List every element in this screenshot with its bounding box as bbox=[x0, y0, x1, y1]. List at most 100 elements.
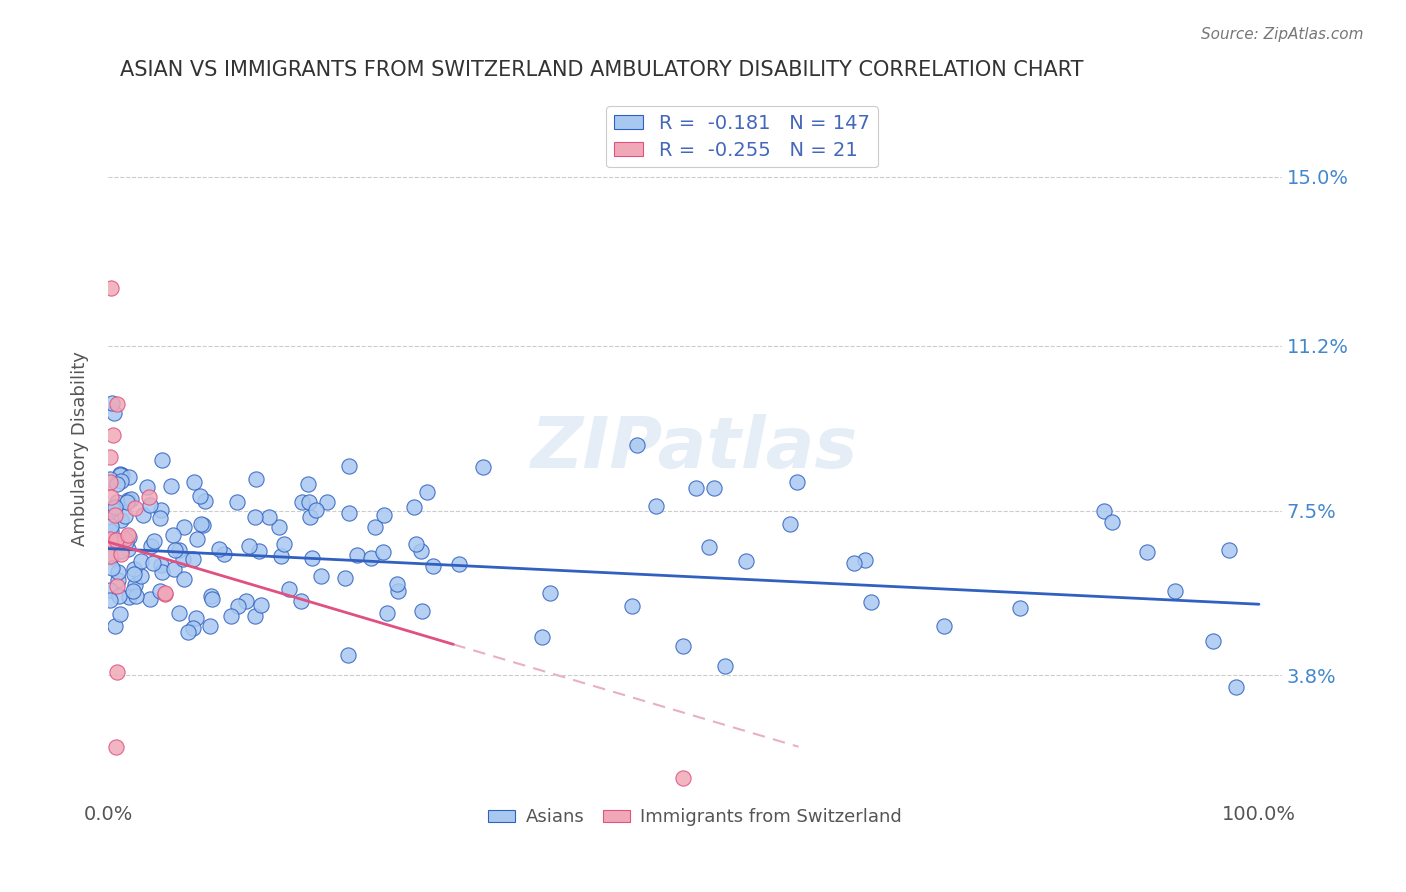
Point bbox=[114, 533, 136, 547]
Point bbox=[101, 395, 124, 409]
Point bbox=[238, 539, 260, 553]
Text: ASIAN VS IMMIGRANTS FROM SWITZERLAND AMBULATORY DISABILITY CORRELATION CHART: ASIAN VS IMMIGRANTS FROM SWITZERLAND AMB… bbox=[120, 60, 1083, 79]
Point bbox=[685, 481, 707, 495]
Point bbox=[101, 428, 124, 442]
Point bbox=[105, 477, 128, 491]
Point bbox=[118, 590, 141, 604]
Point bbox=[105, 739, 128, 754]
Point bbox=[100, 490, 122, 504]
Point bbox=[297, 477, 319, 491]
Point bbox=[243, 608, 266, 623]
Point bbox=[188, 489, 211, 503]
Point bbox=[115, 495, 138, 509]
Point bbox=[291, 495, 314, 509]
Point bbox=[402, 500, 425, 514]
Point bbox=[124, 578, 146, 592]
Point bbox=[150, 565, 173, 579]
Point bbox=[333, 571, 356, 585]
Point bbox=[259, 509, 281, 524]
Point bbox=[105, 397, 128, 411]
Point bbox=[1218, 543, 1240, 558]
Point bbox=[100, 550, 122, 565]
Point bbox=[167, 542, 190, 557]
Point bbox=[1008, 600, 1031, 615]
Point bbox=[1164, 584, 1187, 599]
Point bbox=[173, 519, 195, 533]
Point bbox=[149, 558, 172, 572]
Point bbox=[181, 552, 204, 566]
Point bbox=[447, 557, 470, 571]
Text: Source: ZipAtlas.com: Source: ZipAtlas.com bbox=[1201, 27, 1364, 42]
Point bbox=[115, 534, 138, 549]
Point bbox=[138, 490, 160, 504]
Point bbox=[103, 406, 125, 420]
Point bbox=[162, 528, 184, 542]
Point bbox=[208, 542, 231, 557]
Point bbox=[108, 467, 131, 482]
Point bbox=[100, 281, 122, 295]
Point bbox=[105, 665, 128, 679]
Point bbox=[98, 593, 121, 607]
Point bbox=[117, 541, 139, 556]
Point bbox=[163, 562, 186, 576]
Point bbox=[337, 458, 360, 473]
Point bbox=[105, 579, 128, 593]
Point bbox=[860, 595, 883, 609]
Point bbox=[149, 503, 172, 517]
Point bbox=[159, 479, 181, 493]
Point bbox=[131, 554, 153, 568]
Point bbox=[672, 639, 695, 653]
Point bbox=[538, 586, 561, 600]
Point bbox=[110, 475, 132, 489]
Point bbox=[110, 513, 132, 527]
Point bbox=[118, 469, 141, 483]
Point bbox=[235, 594, 257, 608]
Point bbox=[190, 517, 212, 532]
Point bbox=[104, 500, 127, 515]
Point bbox=[277, 582, 299, 597]
Point bbox=[273, 537, 295, 551]
Point bbox=[98, 532, 121, 546]
Point bbox=[290, 594, 312, 608]
Point bbox=[124, 500, 146, 515]
Point bbox=[107, 565, 129, 579]
Point bbox=[98, 475, 121, 489]
Point bbox=[111, 468, 134, 483]
Point bbox=[373, 508, 395, 522]
Point bbox=[346, 548, 368, 562]
Point bbox=[181, 621, 204, 635]
Point bbox=[176, 625, 198, 640]
Point bbox=[247, 543, 270, 558]
Legend: Asians, Immigrants from Switzerland: Asians, Immigrants from Switzerland bbox=[481, 801, 910, 833]
Point bbox=[714, 659, 737, 673]
Point bbox=[142, 534, 165, 549]
Point bbox=[117, 528, 139, 542]
Point bbox=[104, 508, 127, 522]
Point bbox=[149, 510, 172, 524]
Point bbox=[703, 481, 725, 495]
Point bbox=[645, 500, 668, 514]
Point bbox=[305, 503, 328, 517]
Point bbox=[934, 619, 956, 633]
Point bbox=[142, 557, 165, 571]
Point bbox=[200, 589, 222, 603]
Point bbox=[136, 480, 159, 494]
Point bbox=[385, 577, 408, 591]
Point bbox=[101, 561, 124, 575]
Point bbox=[301, 550, 323, 565]
Point bbox=[125, 589, 148, 603]
Point bbox=[411, 604, 433, 618]
Point bbox=[621, 599, 644, 614]
Point bbox=[1202, 634, 1225, 648]
Point bbox=[104, 619, 127, 633]
Point bbox=[226, 599, 249, 613]
Point bbox=[194, 493, 217, 508]
Point bbox=[122, 562, 145, 576]
Point bbox=[735, 554, 758, 568]
Point bbox=[186, 532, 208, 546]
Point bbox=[626, 438, 648, 452]
Point bbox=[364, 520, 387, 534]
Point bbox=[422, 558, 444, 573]
Point bbox=[336, 648, 359, 663]
Point bbox=[249, 598, 271, 612]
